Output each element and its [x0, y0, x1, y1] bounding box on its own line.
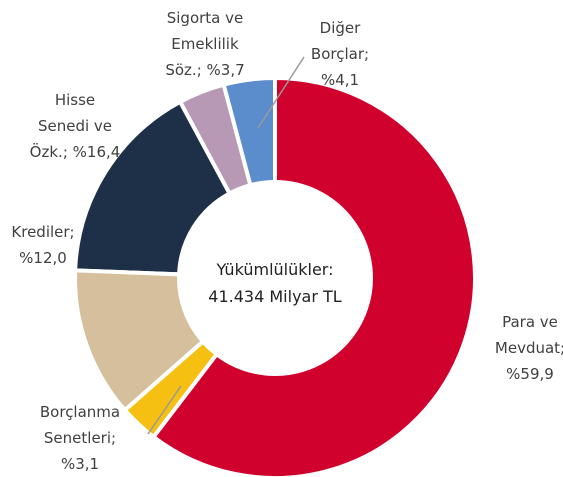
center-label: Yükümlülükler: 41.434 Milyar TL — [208, 256, 341, 310]
category-label: Hisse Senedi ve Özk.; — [29, 91, 113, 161]
category-label: Krediler; — [11, 223, 75, 241]
donut-segment — [150, 75, 477, 477]
center-line: 41.434 Milyar TL — [208, 287, 342, 306]
slice-label: Sigorta ve Emeklilik Söz.; %3,7 — [165, 5, 244, 83]
donut-segment — [73, 268, 206, 414]
value-label: %12,0 — [19, 249, 67, 267]
slice-label: Krediler; %12,0 — [11, 219, 74, 271]
center-line: Yükümlülükler: — [216, 260, 334, 279]
value-label: %3,1 — [60, 455, 100, 473]
value-label: %4,1 — [320, 71, 360, 89]
slice-label: Para ve Mevduat; %59,9 — [495, 309, 563, 387]
value-label: %3,7 — [206, 61, 245, 79]
value-label: %59,9 — [506, 365, 554, 383]
category-label: Borçlanma Senetleri; — [39, 403, 121, 447]
category-label: Diğer Borçlar; — [310, 19, 370, 63]
slice-label: Borçlanma Senetleri; %3,1 — [40, 399, 120, 477]
slice-label: Diğer Borçlar; %4,1 — [311, 15, 369, 93]
leader-line — [257, 56, 305, 129]
category-label: Para ve Mevduat; — [494, 313, 563, 357]
value-label: %16,4 — [72, 143, 121, 161]
slice-label: Hisse Senedi ve Özk.; %16,4 — [30, 87, 121, 165]
category-label: Sigorta ve Emeklilik Söz.; — [165, 9, 244, 79]
donut-segment — [73, 99, 233, 277]
leader-line — [147, 385, 182, 435]
